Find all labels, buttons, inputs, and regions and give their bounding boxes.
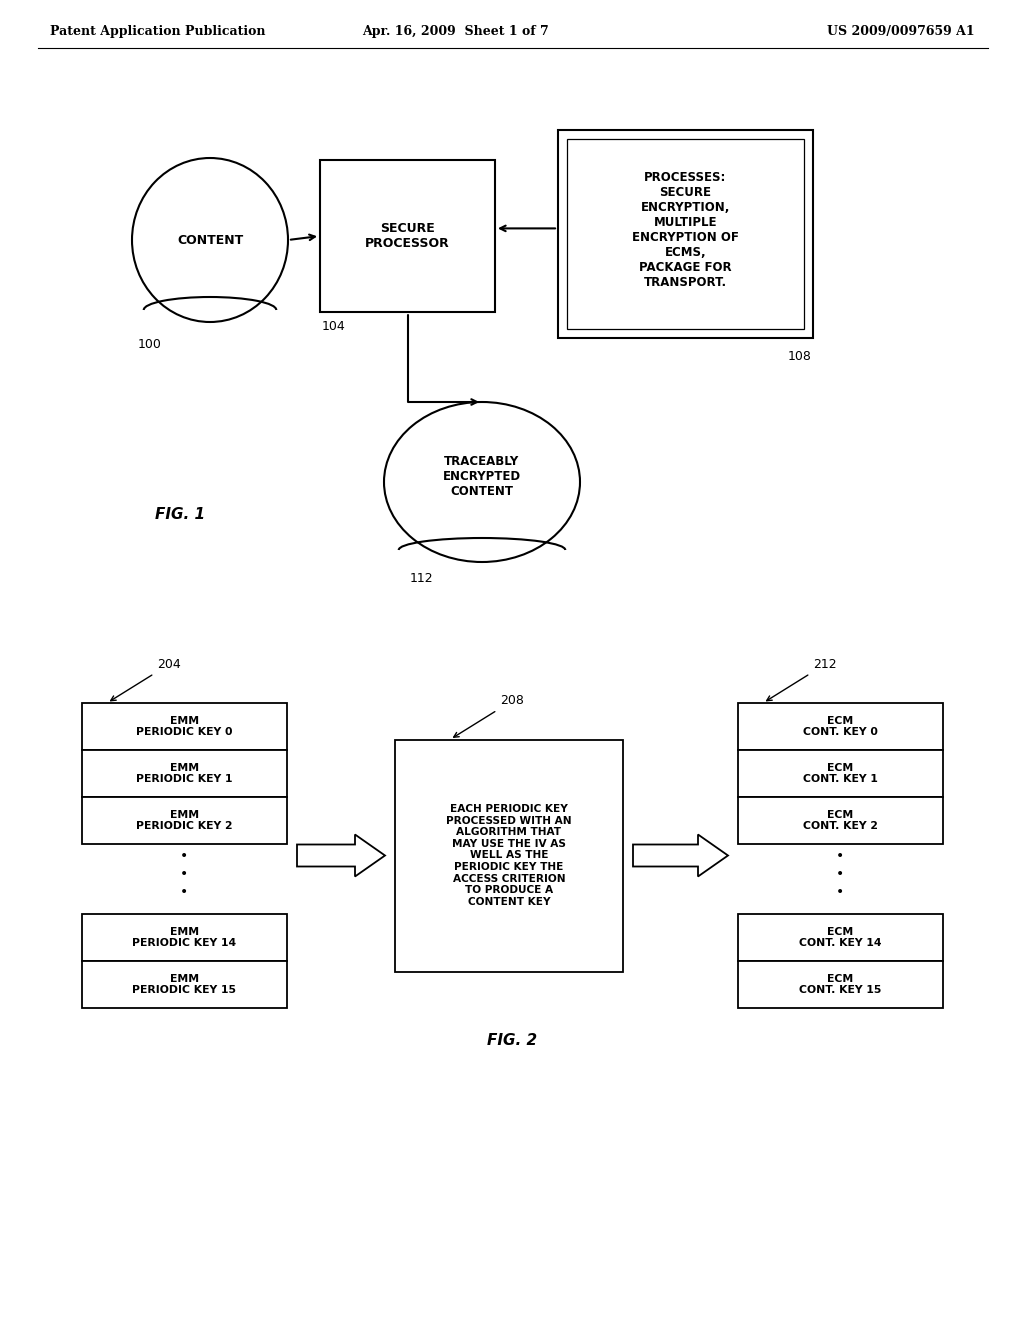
Polygon shape — [633, 834, 728, 876]
Text: ECM
CONT. KEY 2: ECM CONT. KEY 2 — [803, 809, 878, 832]
Text: ECM
CONT. KEY 14: ECM CONT. KEY 14 — [800, 927, 882, 948]
Bar — [738, 704, 943, 750]
Text: Patent Application Publication: Patent Application Publication — [50, 25, 265, 38]
Bar — [738, 750, 943, 797]
Bar — [82, 797, 287, 843]
Text: 104: 104 — [322, 319, 346, 333]
Bar — [82, 704, 287, 750]
Text: CONTENT: CONTENT — [177, 234, 243, 247]
Text: SECURE
PROCESSOR: SECURE PROCESSOR — [366, 222, 450, 249]
Text: ECM
CONT. KEY 0: ECM CONT. KEY 0 — [803, 715, 878, 738]
Bar — [738, 913, 943, 961]
Text: •: • — [837, 867, 845, 880]
Text: EACH PERIODIC KEY
PROCESSED WITH AN
ALGORITHM THAT
MAY USE THE IV AS
WELL AS THE: EACH PERIODIC KEY PROCESSED WITH AN ALGO… — [446, 804, 571, 907]
Text: 112: 112 — [410, 572, 433, 585]
Text: FIG. 1: FIG. 1 — [155, 507, 205, 523]
Text: 100: 100 — [138, 338, 162, 351]
Bar — [738, 961, 943, 1008]
Bar — [738, 797, 943, 843]
Text: •: • — [180, 884, 188, 899]
Text: ECM
CONT. KEY 15: ECM CONT. KEY 15 — [800, 974, 882, 995]
Text: 208: 208 — [454, 694, 524, 737]
Bar — [82, 750, 287, 797]
Bar — [567, 139, 804, 329]
Text: •: • — [180, 849, 188, 863]
Text: TRACEABLY
ENCRYPTED
CONTENT: TRACEABLY ENCRYPTED CONTENT — [443, 455, 521, 499]
Text: EMM
PERIODIC KEY 15: EMM PERIODIC KEY 15 — [132, 974, 237, 995]
Bar — [82, 961, 287, 1008]
Text: EMM
PERIODIC KEY 1: EMM PERIODIC KEY 1 — [136, 763, 232, 784]
Bar — [319, 160, 495, 312]
Text: 108: 108 — [788, 350, 812, 363]
Text: 212: 212 — [767, 657, 837, 701]
Ellipse shape — [132, 158, 288, 322]
Text: ECM
CONT. KEY 1: ECM CONT. KEY 1 — [803, 763, 878, 784]
Text: Apr. 16, 2009  Sheet 1 of 7: Apr. 16, 2009 Sheet 1 of 7 — [361, 25, 549, 38]
Text: •: • — [180, 867, 188, 880]
Text: FIG. 2: FIG. 2 — [487, 1034, 537, 1048]
Text: EMM
PERIODIC KEY 0: EMM PERIODIC KEY 0 — [136, 715, 232, 738]
Text: EMM
PERIODIC KEY 14: EMM PERIODIC KEY 14 — [132, 927, 237, 948]
Text: •: • — [837, 849, 845, 863]
Text: US 2009/0097659 A1: US 2009/0097659 A1 — [827, 25, 975, 38]
Polygon shape — [297, 834, 385, 876]
Bar — [395, 739, 623, 972]
Text: EMM
PERIODIC KEY 2: EMM PERIODIC KEY 2 — [136, 809, 232, 832]
Text: 204: 204 — [111, 657, 181, 701]
Bar — [558, 129, 813, 338]
Bar — [82, 913, 287, 961]
Text: •: • — [837, 884, 845, 899]
Text: PROCESSES:
SECURE
ENCRYPTION,
MULTIPLE
ENCRYPTION OF
ECMS,
PACKAGE FOR
TRANSPORT: PROCESSES: SECURE ENCRYPTION, MULTIPLE E… — [632, 172, 739, 289]
Ellipse shape — [384, 403, 580, 562]
